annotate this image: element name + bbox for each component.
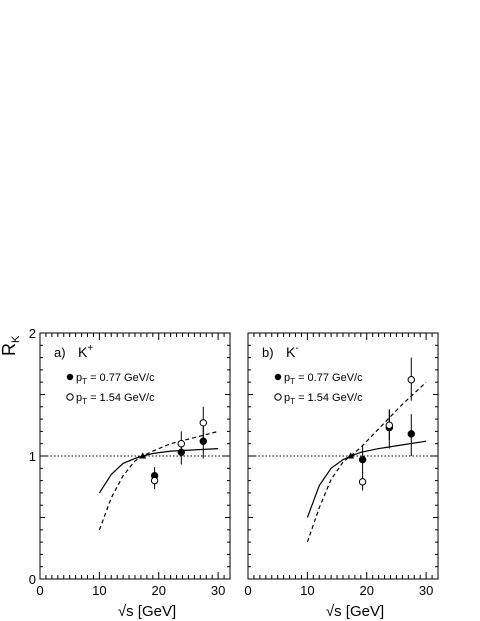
legend-entry: pT = 1.54 GeV/c xyxy=(284,392,363,406)
panel-b: 0 10 20 30√s [GeV]b) K-pT = 0.77 GeV/cpT = 1… xyxy=(244,332,439,620)
legend-marker-filled xyxy=(274,373,282,381)
y-tick-label: 0 xyxy=(29,572,36,587)
legend-label-sub: T xyxy=(82,377,87,386)
legend-marker-open xyxy=(274,393,282,401)
particle-name: K xyxy=(78,344,88,360)
legend-label-main: p xyxy=(284,392,290,404)
particle-charge: + xyxy=(87,343,93,354)
x-tick-label: 30 xyxy=(211,583,225,598)
legend-label-main: p xyxy=(76,372,82,384)
data-point-triangle xyxy=(139,452,147,459)
legend-label-sub: T xyxy=(82,397,87,406)
data-point-open xyxy=(407,376,415,384)
legend-marker-filled xyxy=(66,373,74,381)
legend-label-rest: = 0.77 GeV/c xyxy=(87,372,155,384)
x-tick-label: 0 xyxy=(36,583,43,598)
data-point-triangle xyxy=(347,452,355,459)
y-tick-label: 2 xyxy=(29,326,36,341)
x-tick-label: 20 xyxy=(152,583,166,598)
x-tick-label: 0 xyxy=(244,583,251,598)
particle-name: K xyxy=(286,344,296,360)
y-axis-label-sub: K xyxy=(10,335,22,343)
x-axis-label: √s [GeV] xyxy=(326,603,384,620)
legend-entry: pT = 0.77 GeV/c xyxy=(76,372,155,386)
legend-label-sub: T xyxy=(290,377,295,386)
legend-entry: pT = 1.54 GeV/c xyxy=(76,392,155,406)
data-point-open xyxy=(150,476,159,485)
panel-label: b) xyxy=(262,345,274,360)
panel-label: a) xyxy=(54,345,66,360)
x-tick-label: 10 xyxy=(300,583,314,598)
data-point-open xyxy=(177,440,186,448)
data-point-open xyxy=(358,478,367,486)
particle-label: K- xyxy=(286,343,299,360)
legend-label-rest: = 0.77 GeV/c xyxy=(295,372,363,384)
legend-label-main: p xyxy=(76,392,82,404)
data-point-filled xyxy=(407,430,415,438)
data-point-open xyxy=(385,421,394,429)
legend-label-main: p xyxy=(284,372,290,384)
dashed-curve xyxy=(98,430,219,531)
data-point-open xyxy=(199,419,207,427)
legend-label-rest: = 1.54 GeV/c xyxy=(87,392,155,404)
dashed-curve xyxy=(306,381,427,543)
x-tick-label: 10 xyxy=(92,583,106,598)
legend-label-sub: T xyxy=(290,397,295,406)
legend-marker-open xyxy=(66,393,74,401)
particle-label: K+ xyxy=(78,343,93,360)
solid-curve xyxy=(98,448,219,494)
solid-curve xyxy=(306,440,427,518)
y-axis-label-main: R xyxy=(0,343,19,356)
legend-entry: pT = 0.77 GeV/c xyxy=(284,372,363,386)
legend-label-rest: = 1.54 GeV/c xyxy=(295,392,363,404)
x-tick-label: 20 xyxy=(360,583,374,598)
x-axis-label: √s [GeV] xyxy=(118,603,176,620)
y-axis-label: RK xyxy=(0,335,22,356)
data-point-filled xyxy=(358,455,367,464)
y-tick-label: 1 xyxy=(29,449,36,464)
x-tick-label: 30 xyxy=(419,583,433,598)
particle-charge: - xyxy=(295,343,298,354)
